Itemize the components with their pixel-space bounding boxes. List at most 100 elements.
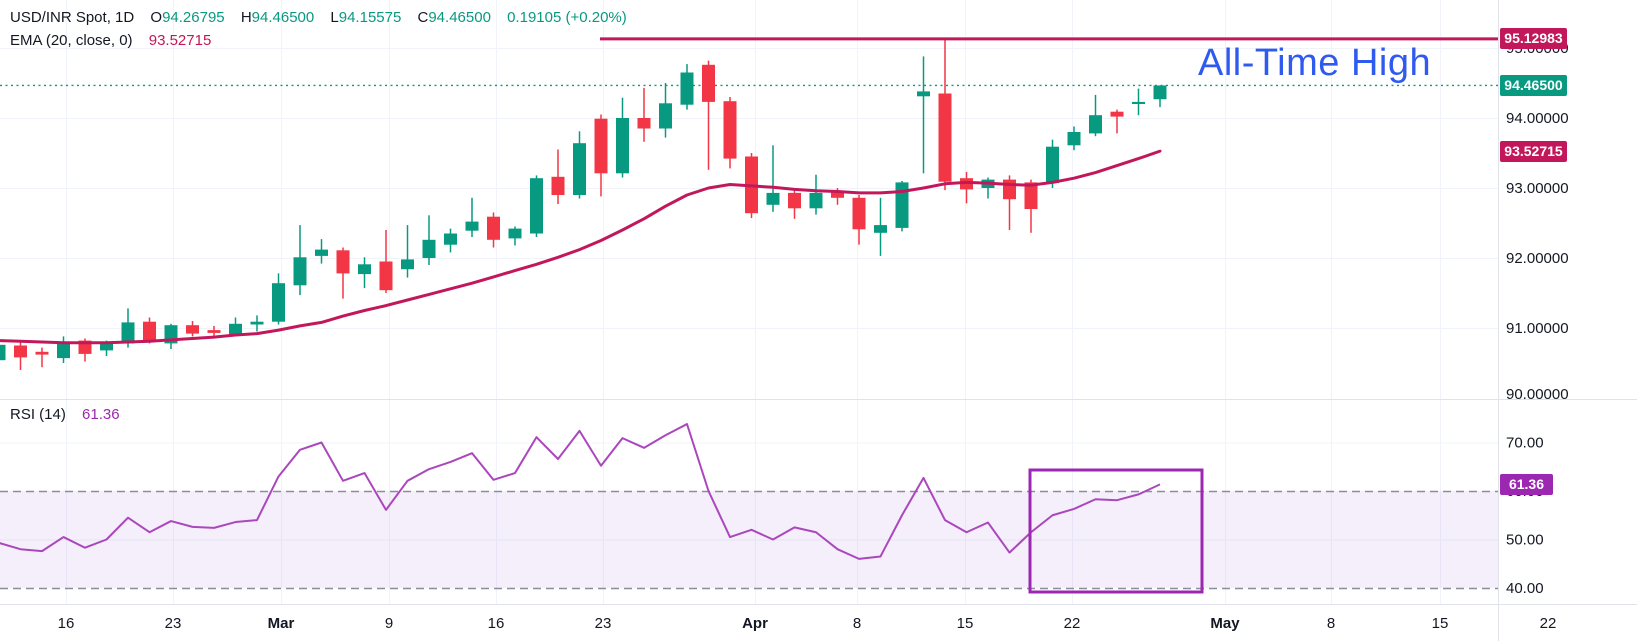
rsi-indicator-legend[interactable]: RSI (14) 61.36 xyxy=(10,406,123,423)
symbol-title: USD/INR Spot, 1D xyxy=(10,9,135,26)
time-tick-label: 8 xyxy=(1327,615,1335,632)
candle-body[interactable] xyxy=(293,257,307,286)
time-tick-label: Apr xyxy=(742,615,768,632)
candle-body[interactable] xyxy=(938,93,952,182)
rsi-label: RSI (14) xyxy=(10,406,66,423)
price-tick-label: 92.00000 xyxy=(1506,250,1569,267)
time-tick-label: 16 xyxy=(488,615,505,632)
candle-body[interactable] xyxy=(723,101,737,159)
candle-body[interactable] xyxy=(379,261,393,291)
rsi-line[interactable] xyxy=(0,423,1161,560)
time-tick-label: 15 xyxy=(1432,615,1449,632)
symbol-legend[interactable]: USD/INR Spot, 1D O94.26795 H94.46500 L94… xyxy=(10,9,630,26)
low-label: L xyxy=(330,9,339,26)
close-label: C xyxy=(417,9,429,26)
ema-price-badge: 93.52715 xyxy=(1500,140,1567,162)
rsi-value-badge: 61.36 xyxy=(1500,473,1553,495)
candle-body[interactable] xyxy=(1089,115,1102,134)
candle-body[interactable] xyxy=(530,178,543,234)
ath-price-badge: 95.12983 xyxy=(1500,28,1567,50)
candle-body[interactable] xyxy=(465,221,479,231)
candle-body[interactable] xyxy=(766,192,780,205)
candle-body[interactable] xyxy=(358,264,371,275)
candle-body[interactable] xyxy=(573,143,586,195)
ema-line[interactable] xyxy=(0,149,1162,345)
candle-body[interactable] xyxy=(917,91,930,97)
candle-body[interactable] xyxy=(422,239,436,258)
all-time-high-annotation[interactable]: All-Time High xyxy=(1198,42,1432,84)
candle-body[interactable] xyxy=(1024,182,1038,209)
candle-body[interactable] xyxy=(143,321,156,342)
ema-value: 93.52715 xyxy=(148,32,212,49)
last-price-badge: 94.46500 xyxy=(1500,74,1567,96)
time-tick-label: May xyxy=(1210,615,1240,632)
time-tick-label: Mar xyxy=(268,615,295,632)
candle-body[interactable] xyxy=(250,321,264,325)
candle-body[interactable] xyxy=(659,103,672,129)
candle-body[interactable] xyxy=(831,191,844,198)
price-tick-label: 91.00000 xyxy=(1506,320,1569,337)
open-value: 94.26795 xyxy=(162,9,225,26)
candle-body[interactable] xyxy=(1046,146,1059,184)
high-label: H xyxy=(240,9,252,26)
candle-body[interactable] xyxy=(508,228,522,239)
candle-body[interactable] xyxy=(1132,101,1145,104)
candle-body[interactable] xyxy=(637,118,651,129)
time-tick-label: 23 xyxy=(595,615,612,632)
candle-body[interactable] xyxy=(809,192,823,209)
candle-body[interactable] xyxy=(401,259,414,270)
price-tick-label: 93.00000 xyxy=(1506,180,1569,197)
ema-indicator-legend[interactable]: EMA (20, close, 0) 93.52715 xyxy=(10,32,214,49)
candle-body[interactable] xyxy=(100,342,113,351)
time-tick-label: 8 xyxy=(853,615,861,632)
candle-body[interactable] xyxy=(702,64,715,102)
candle-body[interactable] xyxy=(57,342,70,359)
rsi-tick-label: 70.00 xyxy=(1506,435,1544,452)
price-tick-label: 90.00000 xyxy=(1506,386,1569,403)
candle-body[interactable] xyxy=(35,351,49,355)
time-tick-label: 23 xyxy=(165,615,182,632)
candle-body[interactable] xyxy=(207,330,221,333)
candle-body[interactable] xyxy=(680,72,694,105)
high-value: 94.46500 xyxy=(251,9,315,26)
candle-body[interactable] xyxy=(874,225,887,233)
candle-body[interactable] xyxy=(336,250,350,274)
candle-body[interactable] xyxy=(616,118,629,174)
candle-body[interactable] xyxy=(594,118,608,174)
candle-body[interactable] xyxy=(1110,111,1124,117)
candle-body[interactable] xyxy=(895,182,909,228)
candle-body[interactable] xyxy=(788,192,801,209)
low-value: 94.15575 xyxy=(338,9,402,26)
candle-body[interactable] xyxy=(315,249,328,256)
candle-body[interactable] xyxy=(1067,132,1081,146)
price-tick-label: 94.00000 xyxy=(1506,110,1569,127)
candle-body[interactable] xyxy=(487,216,500,240)
candle-body[interactable] xyxy=(852,197,866,230)
ema-label: EMA (20, close, 0) xyxy=(10,32,133,49)
time-tick-label: 16 xyxy=(58,615,75,632)
candle-body[interactable] xyxy=(229,323,242,335)
time-tick-label: 15 xyxy=(957,615,974,632)
rsi-value: 61.36 xyxy=(82,406,120,423)
candle-body[interactable] xyxy=(0,344,6,361)
candle-body[interactable] xyxy=(272,283,285,322)
rsi-tick-label: 50.00 xyxy=(1506,532,1544,549)
candle-body[interactable] xyxy=(551,176,565,195)
close-value: 94.46500 xyxy=(428,9,491,26)
candle-body[interactable] xyxy=(444,233,457,245)
candle-body[interactable] xyxy=(14,345,27,358)
rsi-band-fill xyxy=(0,491,1498,588)
candle-body[interactable] xyxy=(186,325,199,334)
candle-body[interactable] xyxy=(1003,179,1016,200)
rsi-rectangle-drawing[interactable] xyxy=(1028,468,1204,594)
rsi-tick-label: 40.00 xyxy=(1506,580,1544,597)
open-label: O xyxy=(150,9,163,26)
time-tick-label: 9 xyxy=(385,615,393,632)
change-value: 0.19105 (+0.20%) xyxy=(507,9,627,26)
time-tick-label: 22 xyxy=(1540,615,1557,632)
candle-body[interactable] xyxy=(121,322,135,344)
time-tick-label: 22 xyxy=(1064,615,1081,632)
candle-body[interactable] xyxy=(1153,85,1167,100)
